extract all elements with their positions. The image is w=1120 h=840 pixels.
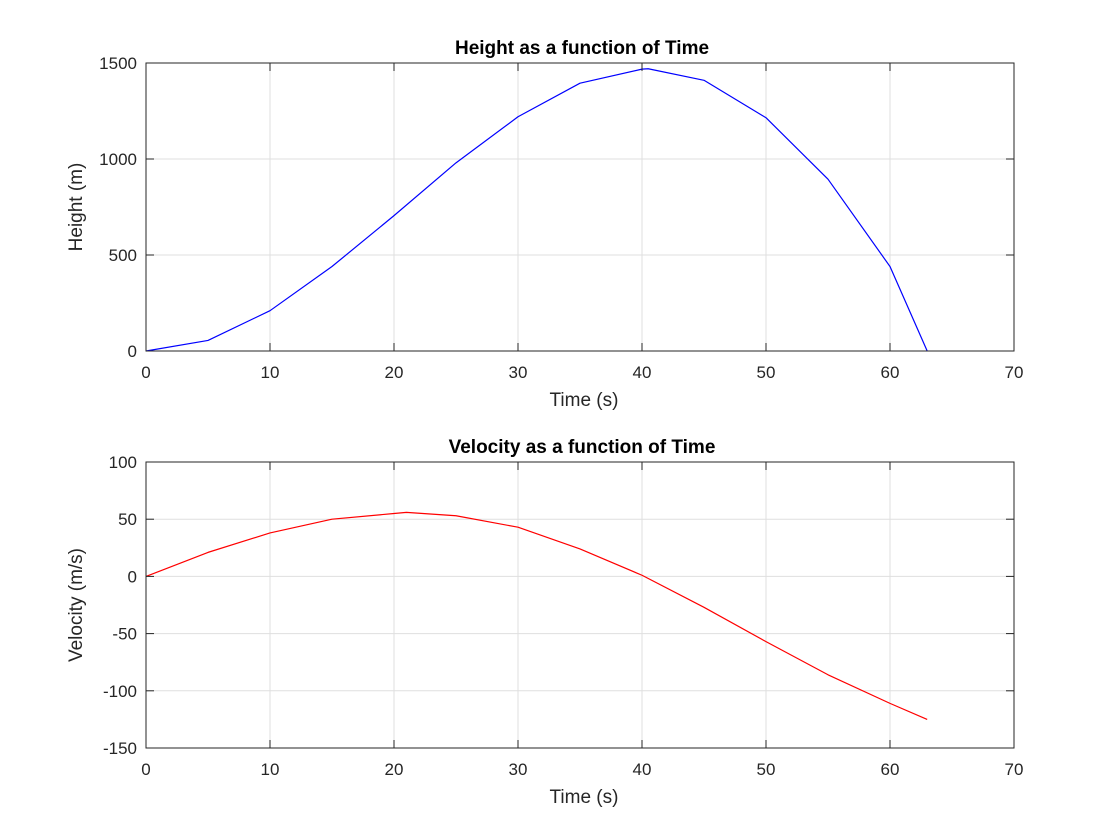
velocity-chart-ytick-label: -100	[103, 682, 137, 701]
velocity-chart-plot-area	[146, 462, 1014, 748]
velocity-chart-xtick-label: 0	[141, 760, 150, 779]
height-chart-ytick-label: 1500	[99, 54, 137, 73]
velocity-chart-xtick-label: 40	[633, 760, 652, 779]
height-chart-xtick-label: 0	[141, 363, 150, 382]
height-chart-ytick-label: 500	[109, 246, 137, 265]
height-chart-xtick-label: 10	[261, 363, 280, 382]
height-chart-xtick-label: 60	[881, 363, 900, 382]
height-chart-series-line	[145, 68, 928, 352]
velocity-chart: 0 10 20 30 40 50 60 70 -150 -100 -50 0 50 100 Velocity…	[66, 437, 1023, 808]
velocity-chart-ytick-label: -150	[103, 739, 137, 758]
velocity-chart-xlabel: Time (s)	[550, 787, 619, 808]
velocity-chart-xtick-label: 70	[1005, 760, 1024, 779]
height-chart-xtick-label: 50	[757, 363, 776, 382]
height-chart-ylabel: Height (m)	[66, 163, 87, 252]
height-chart-xtick-label: 70	[1005, 363, 1024, 382]
velocity-chart-ytick-label: -50	[112, 625, 137, 644]
height-chart: 0 10 20 30 40 50 60 70 0 500 1000 1500 Height as a f…	[66, 38, 1023, 411]
velocity-chart-xtick-label: 60	[881, 760, 900, 779]
velocity-chart-series-line	[145, 511, 928, 720]
velocity-chart-ytick-label: 100	[109, 453, 137, 472]
velocity-chart-xtick-label: 10	[261, 760, 280, 779]
velocity-chart-xtick-label: 30	[509, 760, 528, 779]
velocity-chart-axes-frame	[145, 461, 1015, 749]
height-chart-title: Height as a function of Time	[455, 38, 709, 59]
velocity-chart-ylabel: Velocity (m/s)	[66, 548, 87, 662]
velocity-chart-ytick-label: 50	[118, 510, 137, 529]
height-chart-xtick-label: 20	[385, 363, 404, 382]
velocity-chart-title: Velocity as a function of Time	[449, 437, 716, 458]
height-chart-xtick-label: 40	[633, 363, 652, 382]
height-chart-axes-frame	[145, 62, 1015, 352]
height-chart-ytick-label: 0	[128, 342, 137, 361]
height-chart-xlabel: Time (s)	[550, 390, 619, 411]
velocity-chart-xtick-label: 20	[385, 760, 404, 779]
height-chart-ytick-label: 1000	[99, 150, 137, 169]
height-chart-plot-area	[146, 63, 1014, 351]
height-chart-xtick-label: 30	[509, 363, 528, 382]
velocity-chart-xtick-label: 50	[757, 760, 776, 779]
velocity-chart-ytick-label: 0	[128, 567, 137, 586]
